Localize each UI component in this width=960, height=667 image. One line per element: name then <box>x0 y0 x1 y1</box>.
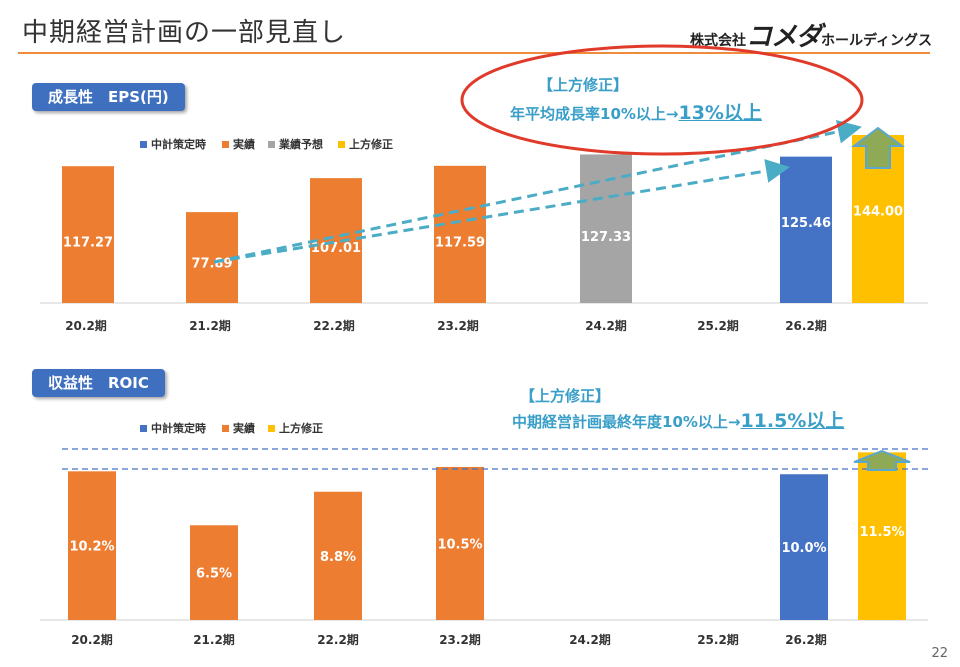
title-underline <box>18 52 930 54</box>
chart-1-bar <box>68 471 116 620</box>
eps-trend-arrow-plan <box>213 159 790 264</box>
eps-annotation-text: 年平均成長率10%以上→ <box>510 105 679 123</box>
chart-0-tick-label: 20.2期 <box>65 318 107 333</box>
chart-0-data-label: 127.33 <box>581 230 631 245</box>
roic-up-arrow-icon <box>853 449 911 471</box>
chart-1-legend-label-2: 上方修正 <box>279 421 323 435</box>
chart-1-legend-label-1: 実績 <box>233 421 255 435</box>
chart-0-legend-label-3: 上方修正 <box>349 137 393 151</box>
chart-0-legend-swatch-1 <box>222 141 229 148</box>
chart-0-tick-label: 21.2期 <box>189 318 231 333</box>
eps-annotation-bracket: 【上方修正】 <box>538 76 629 94</box>
eps-annotation-emphasis: 13%以上 <box>678 102 762 124</box>
logo-suffix: ホールディングス <box>820 33 932 49</box>
chart-1-bar <box>190 525 238 620</box>
roic-annotation: 中期経営計画最終年度10%以上→11.5%以上 <box>512 406 844 433</box>
eps-up-arrow-icon <box>851 126 905 169</box>
chart-0-legend-label-2: 業績予想 <box>278 137 323 151</box>
chart-0-legend-swatch-2 <box>268 141 275 148</box>
chart-0-legend-label-0: 中計策定時 <box>151 137 206 151</box>
chart-1-tick-label: 25.2期 <box>697 632 739 647</box>
chart-0-legend-swatch-3 <box>338 141 345 148</box>
eps-annotation: 年平均成長率10%以上→13%以上 <box>510 98 762 125</box>
chart-1-legend-label-0: 中計策定時 <box>151 421 206 435</box>
chart-1-legend-swatch-2 <box>268 425 275 432</box>
roic-annotation-text: 中期経営計画最終年度10%以上→ <box>512 413 741 431</box>
page-number: 22 <box>931 646 948 661</box>
chart-1-data-label: 11.5% <box>859 525 904 540</box>
chart-0-tick-label: 22.2期 <box>313 318 355 333</box>
roic-section-label: 収益性 ROIC <box>32 369 165 397</box>
chart-0-data-label: 77.89 <box>191 257 232 272</box>
chart-1-tick-label: 22.2期 <box>317 632 359 647</box>
eps-highlight-ellipse <box>460 44 864 156</box>
chart-0-tick-label: 26.2期 <box>785 318 827 333</box>
chart-0-tick-label: 25.2期 <box>697 318 739 333</box>
chart-0-tick-label: 24.2期 <box>585 318 627 333</box>
chart-0-data-label: 117.27 <box>63 235 113 250</box>
logo-name: コメダ <box>745 22 822 52</box>
roic-annotation-emphasis: 11.5%以上 <box>740 410 845 432</box>
chart-0-data-label: 144.00 <box>853 205 903 220</box>
chart-0-bar <box>186 212 238 303</box>
chart-1-data-label: 10.5% <box>437 537 482 552</box>
chart-0-legend-label-1: 実績 <box>233 137 255 151</box>
chart-0-tick-label: 23.2期 <box>437 318 479 333</box>
chart-0-data-label: 117.59 <box>435 235 485 250</box>
chart-1-tick-label: 26.2期 <box>785 632 827 647</box>
chart-1-legend-swatch-1 <box>222 425 229 432</box>
eps-section-label: 成長性 EPS(円) <box>32 83 185 111</box>
chart-1-data-label: 10.0% <box>781 541 826 556</box>
chart-1-bar <box>858 452 906 620</box>
chart-0-data-label: 107.01 <box>311 241 361 256</box>
chart-1-tick-label: 20.2期 <box>71 632 113 647</box>
chart-1-data-label: 6.5% <box>196 567 232 582</box>
chart-1-bar <box>780 474 828 620</box>
chart-0-bar <box>434 165 486 303</box>
chart-0-legend-swatch-0 <box>140 141 147 148</box>
chart-1-tick-label: 24.2期 <box>569 632 611 647</box>
chart-1-tick-label: 23.2期 <box>439 632 481 647</box>
chart-1-bar <box>314 491 362 620</box>
chart-0-bar <box>62 166 114 303</box>
chart-1-legend-swatch-0 <box>140 425 147 432</box>
chart-1-bar <box>436 466 484 620</box>
company-logo: 株式会社コメダホールディングス <box>690 16 932 53</box>
roic-annotation-bracket: 【上方修正】 <box>520 387 611 405</box>
eps-trend-arrow-revised <box>213 119 862 264</box>
chart-1-tick-label: 21.2期 <box>193 632 235 647</box>
logo-prefix: 株式会社 <box>689 33 746 49</box>
chart-0-data-label: 125.46 <box>781 216 831 231</box>
chart-1-data-label: 10.2% <box>69 540 114 555</box>
chart-0-bar <box>310 178 362 303</box>
page-title: 中期経営計画の一部見直し <box>22 18 347 48</box>
chart-1-data-label: 8.8% <box>320 550 356 565</box>
